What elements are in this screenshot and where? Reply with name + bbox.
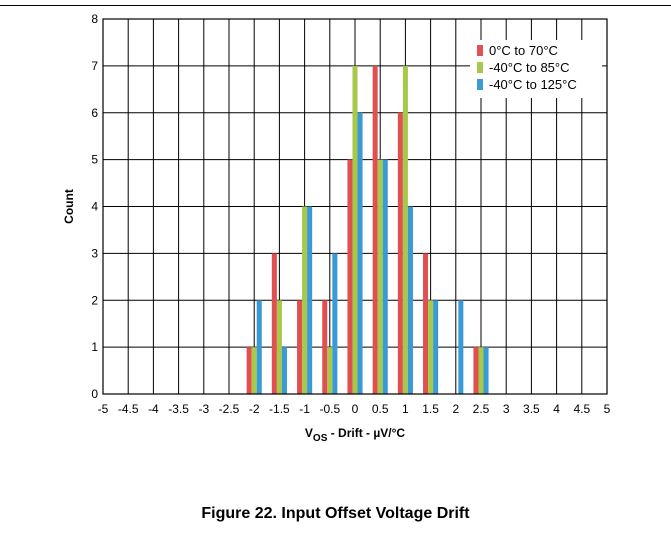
bar <box>473 347 479 394</box>
plot-frame <box>102 18 608 395</box>
bar <box>281 347 287 394</box>
x-tick-label: -1 <box>299 402 310 416</box>
bar <box>357 112 363 394</box>
bar <box>433 300 439 394</box>
bar <box>271 253 277 394</box>
bar <box>276 300 282 394</box>
x-tick-label: 4.5 <box>573 402 590 416</box>
legend-label: -40°C to 85°C <box>489 60 570 75</box>
bar <box>377 159 383 394</box>
x-tick-label: 1.5 <box>422 402 439 416</box>
x-tick-label: -5 <box>98 402 109 416</box>
bar <box>458 300 464 394</box>
legend-swatch <box>477 79 483 90</box>
bar <box>382 159 388 394</box>
x-tick-label: -3.5 <box>168 402 189 416</box>
x-tick-label: -1.5 <box>269 402 290 416</box>
y-tick-label: 7 <box>91 59 98 73</box>
legend-swatch <box>477 45 483 56</box>
y-axis-label: Count <box>62 189 76 224</box>
x-tick-label: 3.5 <box>523 402 540 416</box>
bar <box>347 159 353 394</box>
bar <box>402 65 408 394</box>
bar <box>256 300 262 394</box>
bar <box>332 253 338 394</box>
x-axis-label: VOS - Drift - µV/°C <box>305 426 406 444</box>
x-tick-label: -0.5 <box>319 402 340 416</box>
legend-label: -40°C to 125°C <box>489 77 577 92</box>
y-tick-label: 5 <box>91 153 98 167</box>
bar <box>352 65 358 394</box>
y-tick-label: 0 <box>91 387 98 401</box>
bar <box>372 65 378 394</box>
y-tick-label: 1 <box>91 340 98 354</box>
x-tick-label: 2 <box>452 402 459 416</box>
y-tick-label: 2 <box>91 293 98 307</box>
bar <box>307 206 313 394</box>
bar <box>407 206 413 394</box>
bar <box>423 253 429 394</box>
bar <box>302 206 308 394</box>
x-tick-label: 4 <box>553 402 560 416</box>
y-tick-label: 3 <box>91 246 98 260</box>
x-tick-label: 2.5 <box>473 402 490 416</box>
x-tick-label: 5 <box>604 402 611 416</box>
bar <box>478 347 484 394</box>
x-tick-label: -4.5 <box>118 402 139 416</box>
x-tick-label: -2 <box>249 402 260 416</box>
bar <box>251 347 257 394</box>
legend-box <box>470 40 602 98</box>
legend-swatch <box>477 62 483 73</box>
figure-caption: Figure 22. Input Offset Voltage Drift <box>201 505 470 522</box>
x-tick-label: -2.5 <box>219 402 240 416</box>
bar <box>327 347 333 394</box>
y-tick-label: 8 <box>91 12 98 26</box>
page-top-rule <box>0 5 671 6</box>
bar <box>246 347 252 394</box>
x-tick-label: 0 <box>352 402 359 416</box>
bar <box>397 112 403 394</box>
histogram-chart: -5 -4.5 -4 -3.5 -3 -2.5 -2 -1.5 -1 -0.5 0 0.5 1 1.5 2 2… <box>62 12 611 444</box>
y-tick-label: 6 <box>91 106 98 120</box>
x-tick-label: -4 <box>148 402 159 416</box>
bar <box>297 300 303 394</box>
legend-label: 0°C to 70°C <box>489 43 558 58</box>
x-tick-label: -3 <box>198 402 209 416</box>
x-tick-label: 0.5 <box>372 402 389 416</box>
bar <box>322 300 328 394</box>
bar <box>483 347 489 394</box>
y-tick-label: 4 <box>91 200 98 214</box>
x-tick-label: 3 <box>503 402 510 416</box>
bar <box>428 300 434 394</box>
x-tick-label: 1 <box>402 402 409 416</box>
